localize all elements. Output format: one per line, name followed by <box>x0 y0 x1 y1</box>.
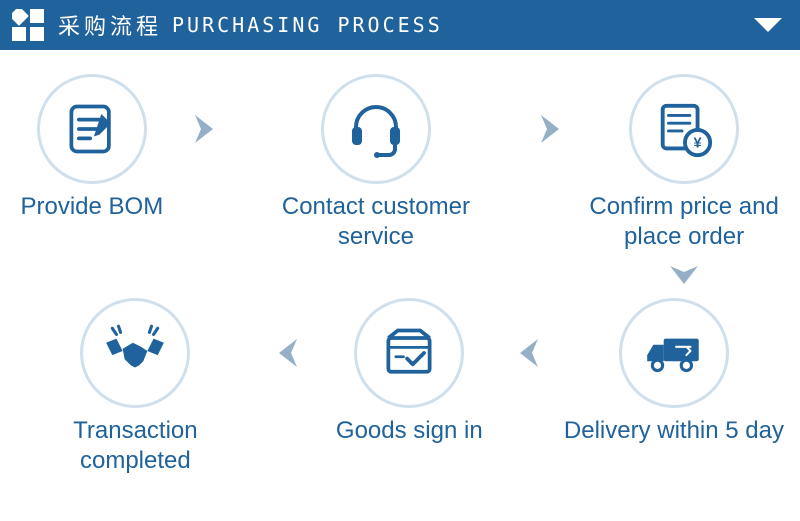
header-title-cn: 采购流程 <box>58 9 162 41</box>
step-goods-sign-in: Goods sign in <box>316 298 502 446</box>
step-circle <box>321 74 431 184</box>
svg-text:¥: ¥ <box>694 135 703 151</box>
arrow-right-icon <box>520 74 578 184</box>
step-label: Contact customer service <box>256 192 496 252</box>
arrow-down-icon <box>666 256 702 292</box>
step-label: Transaction completed <box>15 416 255 476</box>
dropdown-triangle-icon <box>754 18 782 32</box>
invoice-yen-icon: ¥ <box>653 98 715 160</box>
step-provide-bom: Provide BOM <box>10 74 174 222</box>
truck-icon <box>641 320 707 386</box>
step-label: Provide BOM <box>20 192 163 222</box>
document-edit-icon <box>62 99 122 159</box>
step-transaction-completed: Transaction completed <box>10 298 261 476</box>
step-circle <box>619 298 729 408</box>
step-circle: ¥ <box>629 74 739 184</box>
arrow-left-icon <box>502 298 558 408</box>
flow-row-1: Provide BOM Contact customer service <box>10 74 790 252</box>
header-title-en: PURCHASING PROCESS <box>172 13 443 37</box>
header-bar: 采购流程 PURCHASING PROCESS <box>0 0 800 50</box>
step-contact-service: Contact customer service <box>231 74 520 252</box>
headset-icon <box>344 97 408 161</box>
step-label: Goods sign in <box>336 416 483 446</box>
step-label: Delivery within 5 day <box>564 416 784 446</box>
flow-row-2: Transaction completed Goods sign in <box>10 298 790 476</box>
step-delivery: Delivery within 5 day <box>558 298 790 446</box>
arrow-left-icon <box>261 298 317 408</box>
handshake-icon <box>102 320 168 386</box>
step-label: Confirm price and place order <box>578 192 790 252</box>
step-confirm-price: ¥ Confirm price and place order <box>578 74 790 252</box>
logo-squares-icon <box>12 9 44 41</box>
arrow-down-wrap <box>10 256 790 292</box>
step-circle <box>37 74 147 184</box>
arrow-right-icon <box>174 74 232 184</box>
process-flow: Provide BOM Contact customer service <box>0 50 800 476</box>
package-check-icon <box>379 323 439 383</box>
step-circle <box>354 298 464 408</box>
step-circle <box>80 298 190 408</box>
